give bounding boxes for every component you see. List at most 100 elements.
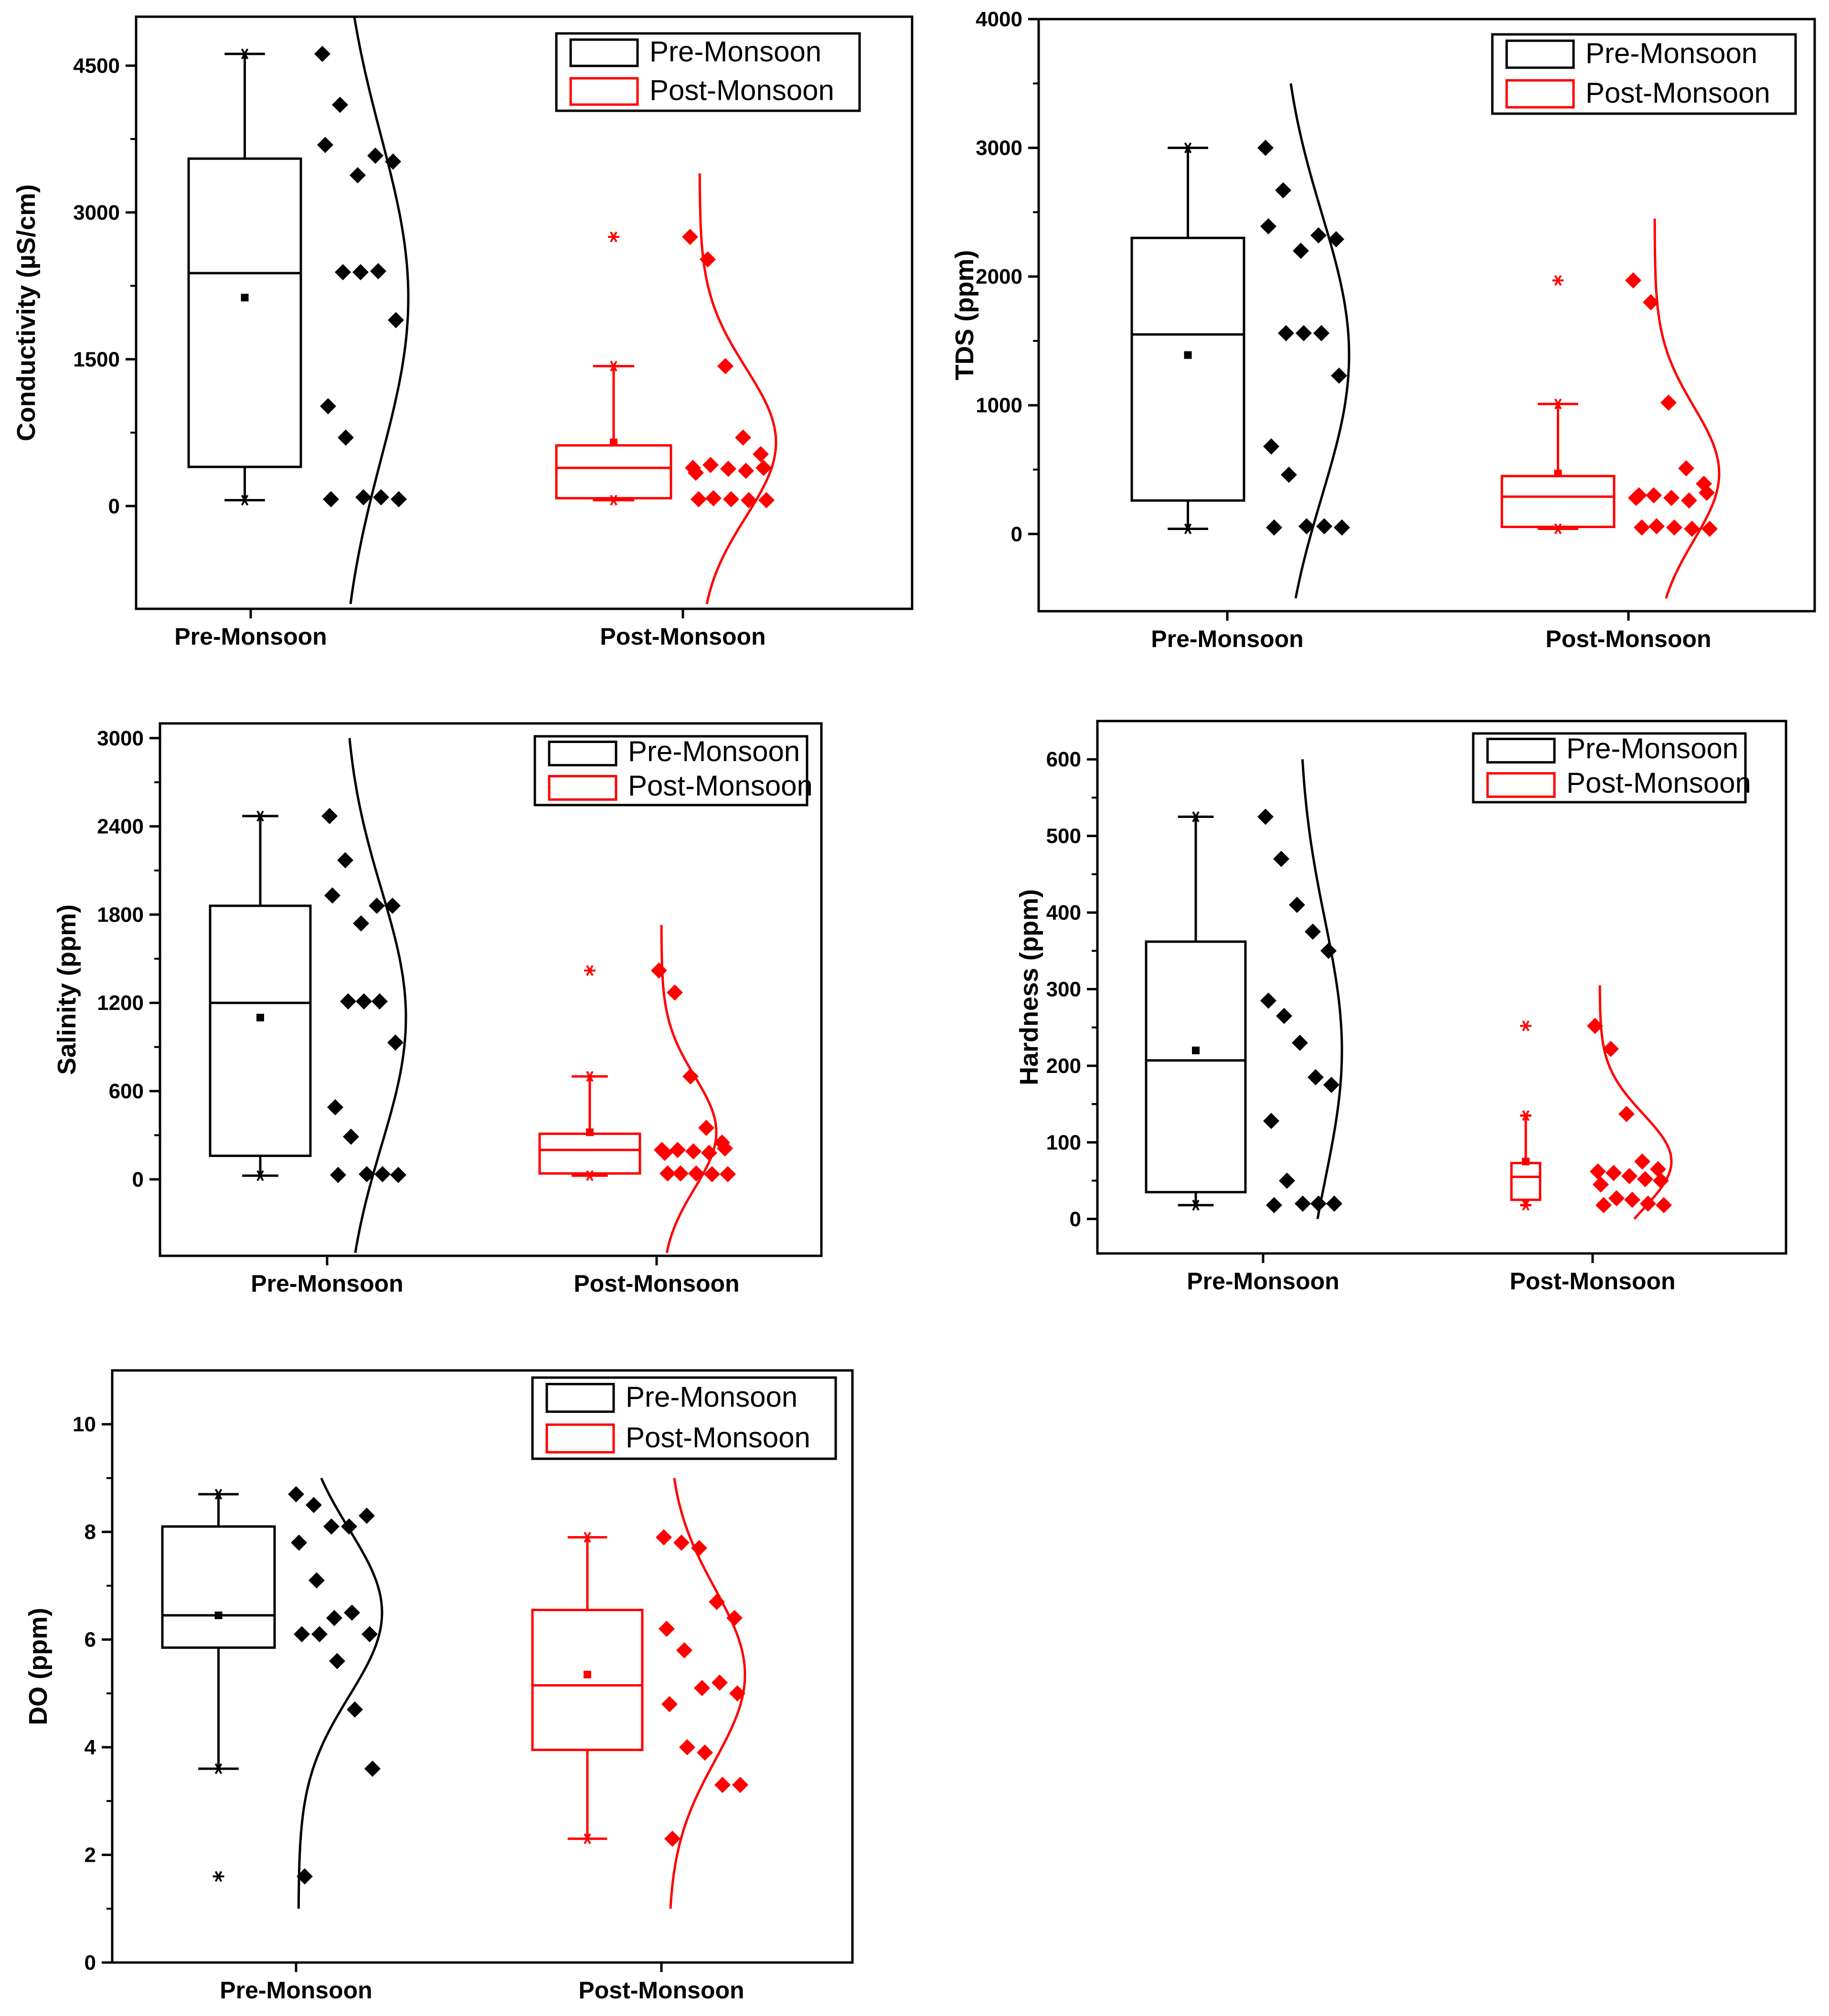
data-point — [1656, 1197, 1672, 1213]
box-iqr — [1130, 236, 1245, 502]
data-point — [1276, 1008, 1292, 1024]
x-category-label: Post-Monsoon — [1510, 1268, 1675, 1294]
data-point — [738, 463, 754, 479]
min-marker — [239, 495, 251, 506]
x-category-label: Post-Monsoon — [578, 1977, 744, 2004]
series-post-monsoon — [1500, 218, 1721, 599]
y-axis-title: Hardness (ppm) — [1015, 889, 1043, 1085]
data-point — [1313, 325, 1329, 341]
min-marker — [1182, 523, 1194, 534]
box-iqr — [531, 1609, 644, 1751]
data-point — [717, 1140, 733, 1157]
data-point — [370, 263, 386, 279]
data-point — [741, 492, 757, 509]
y-axis-title: DO (ppm) — [24, 1608, 53, 1725]
data-point — [323, 1518, 340, 1535]
mean-marker — [584, 1670, 591, 1678]
data-point — [332, 96, 348, 113]
panel-1: 0 1500 3000 4500 Conductivity (µS/cm) Pre-Mon… — [12, 15, 914, 650]
y-tick-label: 0 — [1070, 1208, 1081, 1231]
x-category-label: Pre-Monsoon — [251, 1270, 403, 1297]
data-point — [311, 1626, 328, 1643]
outlier-marker — [608, 231, 619, 243]
data-point — [1257, 808, 1274, 825]
data-point — [1678, 460, 1694, 477]
data-point — [657, 1145, 673, 1161]
max-marker — [255, 810, 266, 822]
data-point — [1650, 1161, 1666, 1178]
data-point — [676, 1642, 692, 1659]
series-pre-monsoon — [1130, 83, 1350, 599]
data-point — [705, 490, 722, 507]
data-point — [321, 808, 338, 825]
data-point — [732, 1777, 748, 1793]
mean-marker — [214, 1611, 223, 1619]
min-marker — [213, 1763, 224, 1774]
data-point — [1316, 518, 1332, 535]
data-point — [1308, 1069, 1324, 1086]
legend-label: Pre-Monsoon — [649, 35, 821, 67]
data-point — [347, 1701, 363, 1718]
box-iqr — [1145, 940, 1247, 1194]
distribution-curve — [1598, 985, 1673, 1220]
data-point — [1608, 1190, 1625, 1207]
distribution-curve — [1289, 83, 1350, 599]
data-point — [1621, 1167, 1638, 1184]
mean-marker — [241, 294, 249, 302]
series-pre-monsoon — [161, 1477, 383, 1909]
data-point — [697, 1744, 713, 1761]
y-tick-label: 200 — [1046, 1054, 1081, 1078]
data-point — [308, 1572, 325, 1589]
data-point — [340, 993, 356, 1010]
y-tick-label: 100 — [1046, 1131, 1081, 1154]
series-post-monsoon — [538, 924, 736, 1253]
data-point — [1279, 1172, 1295, 1189]
y-axis-title: TDS (ppm) — [950, 250, 979, 381]
legend-label: Pre-Monsoon — [626, 1381, 798, 1413]
data-point — [353, 915, 369, 932]
plot-frame — [1037, 18, 1816, 613]
data-point — [356, 993, 372, 1010]
max-marker — [1190, 811, 1202, 822]
outlier-marker — [1552, 275, 1564, 286]
y-tick-label: 600 — [1046, 748, 1081, 771]
series-post-monsoon — [555, 173, 777, 605]
y-tick-label: 1200 — [97, 991, 144, 1015]
data-point — [661, 1696, 678, 1712]
data-point — [352, 264, 369, 280]
data-point — [1263, 438, 1279, 455]
data-point — [1310, 1195, 1327, 1212]
data-point — [335, 264, 351, 280]
mean-marker — [256, 1014, 264, 1022]
y-tick-label: 1500 — [73, 348, 120, 371]
data-point — [698, 1120, 714, 1136]
box-iqr — [209, 904, 312, 1157]
data-point — [1643, 294, 1659, 311]
data-point — [712, 1674, 728, 1691]
data-point — [1634, 1153, 1650, 1170]
y-tick-label: 4500 — [73, 54, 120, 77]
min-marker — [608, 495, 619, 506]
data-point — [1310, 227, 1327, 244]
min-marker — [1520, 1199, 1531, 1211]
data-point — [330, 1167, 346, 1183]
plot-frame — [1096, 720, 1787, 1255]
max-marker — [582, 1532, 593, 1543]
legend-swatch — [545, 1423, 615, 1454]
data-point — [1334, 519, 1350, 536]
data-point — [1684, 520, 1700, 537]
box-iqr — [555, 444, 672, 499]
legend-swatch — [569, 77, 639, 106]
data-point — [673, 1534, 690, 1551]
y-tick-label: 8 — [85, 1520, 96, 1544]
mean-marker — [1184, 351, 1192, 359]
data-point — [391, 491, 407, 508]
data-point — [1281, 467, 1297, 483]
data-point — [343, 1128, 359, 1145]
legend-label: Pre-Monsoon — [628, 735, 800, 767]
series-pre-monsoon — [209, 738, 407, 1253]
data-point — [1293, 243, 1309, 259]
